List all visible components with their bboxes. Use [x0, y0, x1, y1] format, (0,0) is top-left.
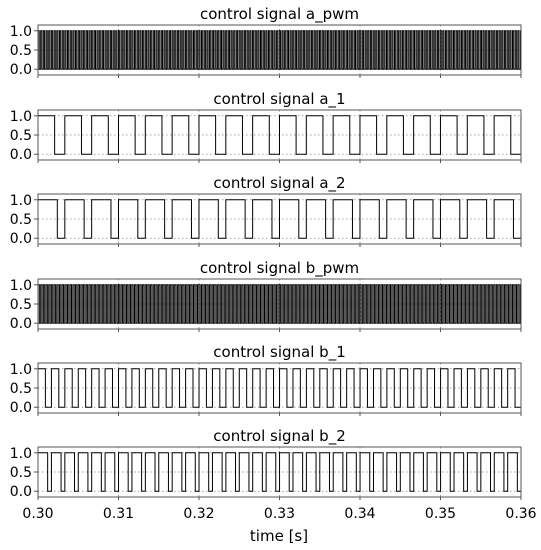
- panel-title: control signal a_pwm: [200, 5, 359, 24]
- y-tick-label: 0.0: [10, 62, 32, 78]
- y-tick-label: 0.5: [10, 465, 32, 481]
- panel-1: control signal a_pwm 0.0 0.5 1.0: [10, 5, 522, 78]
- panel-5: control signal b_1 0.0 0.5 1.0: [10, 343, 522, 416]
- signal-trace: [38, 115, 522, 155]
- x-tick-label: 0.30: [22, 506, 53, 522]
- y-tick-label: 1.0: [10, 278, 32, 294]
- panel-4: control signal b_pwm 0.0 0.5 1.0: [10, 259, 522, 332]
- y-tick-label: 0.0: [10, 484, 32, 500]
- y-tick-label: 0.0: [10, 147, 32, 163]
- y-tick-label: 1.0: [10, 193, 32, 209]
- panel-6: control signal b_2 0.0 0.5 1.0: [10, 427, 522, 500]
- panel-title: control signal b_2: [213, 427, 345, 446]
- y-tick-label: 0.0: [10, 316, 32, 332]
- y-tick-label: 1.0: [10, 446, 32, 462]
- y-tick-label: 0.0: [10, 400, 32, 416]
- y-tick-label: 0.0: [10, 231, 32, 247]
- signal-trace: [38, 284, 522, 324]
- y-tick-label: 1.0: [10, 109, 32, 125]
- x-tick-label: 0.33: [264, 506, 295, 522]
- y-tick-label: 1.0: [10, 362, 32, 378]
- signal-trace: [38, 452, 521, 492]
- panel-2: control signal a_1 0.0 0.5 1.0: [10, 90, 522, 163]
- y-tick-label: 0.5: [10, 297, 32, 313]
- y-tick-label: 0.5: [10, 212, 32, 228]
- panel-title: control signal a_1: [213, 90, 345, 109]
- x-axis-label: time [s]: [250, 527, 308, 545]
- y-tick-label: 0.5: [10, 381, 32, 397]
- panel-3: control signal a_2 0.0 0.5 1.0: [10, 174, 522, 247]
- panel-title: control signal a_2: [213, 174, 345, 193]
- x-tick-label: 0.32: [183, 506, 214, 522]
- x-tick-label: 0.31: [103, 506, 134, 522]
- signal-trace: [38, 368, 521, 408]
- panel-title: control signal b_pwm: [200, 259, 359, 278]
- x-tick-label: 0.34: [344, 506, 375, 522]
- x-tick-label: 0.36: [505, 506, 536, 522]
- y-tick-label: 1.0: [10, 24, 32, 40]
- y-tick-label: 0.5: [10, 43, 32, 59]
- x-tick-label: 0.35: [425, 506, 456, 522]
- y-tick-label: 0.5: [10, 128, 32, 144]
- signal-trace: [38, 30, 522, 70]
- x-axis: 0.30 0.31 0.32 0.33 0.34 0.35 0.36: [22, 506, 536, 522]
- signal-trace: [38, 199, 522, 239]
- panel-title: control signal b_1: [213, 343, 345, 362]
